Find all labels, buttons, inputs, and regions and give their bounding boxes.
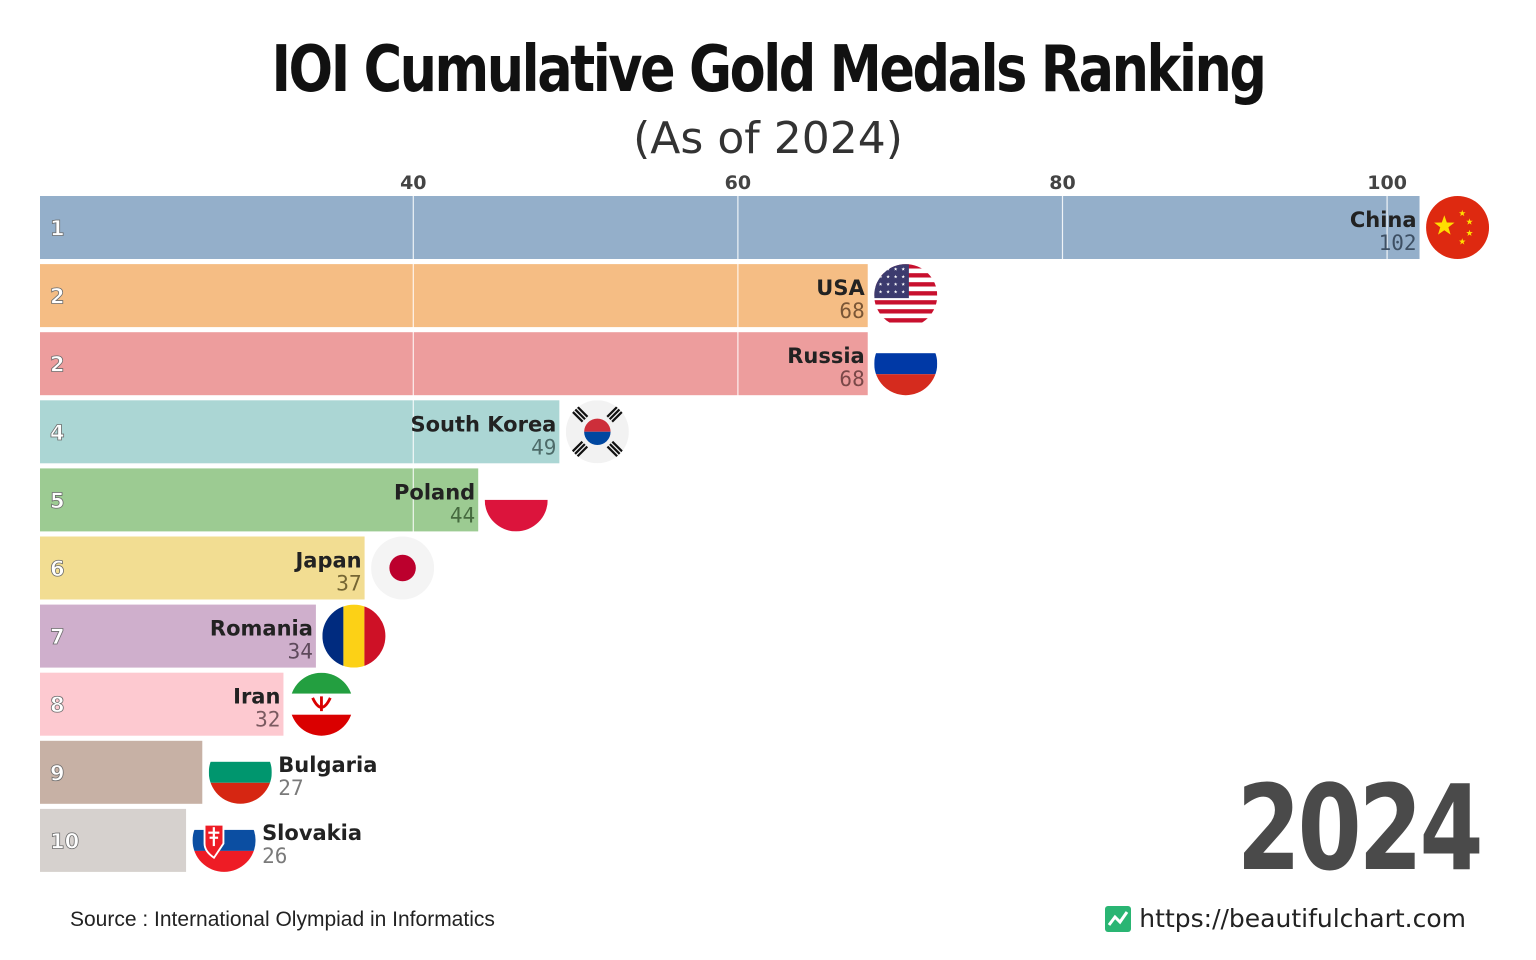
rank-label: 4 <box>50 421 65 445</box>
bar-usa <box>40 264 868 328</box>
brand-link[interactable]: https://beautifulchart.com <box>1105 904 1466 933</box>
country-label: Poland <box>394 480 475 504</box>
value-label: 27 <box>278 776 303 800</box>
source-text: Source : International Olympiad in Infor… <box>70 908 495 931</box>
japan-flag <box>371 536 435 600</box>
flags <box>192 196 1490 872</box>
rank-label: 6 <box>50 557 65 581</box>
rank-label: 2 <box>50 353 65 377</box>
rank-label: 2 <box>50 285 65 309</box>
rank-label: 1 <box>50 217 65 241</box>
country-label: China <box>1350 208 1417 232</box>
bar-iran <box>40 672 284 736</box>
bar-romania <box>40 604 316 668</box>
value-label: 49 <box>531 435 556 459</box>
bars <box>40 196 1420 872</box>
brand-url: https://beautifulchart.com <box>1139 904 1466 933</box>
chart-subtitle: (As of 2024) <box>633 113 903 164</box>
russia-flag <box>874 332 938 396</box>
x-tick-label: 40 <box>400 172 426 194</box>
china-flag <box>1426 196 1490 259</box>
rank-label: 8 <box>50 693 65 717</box>
country-label: Japan <box>293 549 361 573</box>
value-label: 34 <box>288 640 313 664</box>
bulgaria-flag <box>208 740 272 804</box>
value-label: 44 <box>450 503 475 527</box>
value-label: 26 <box>262 844 287 868</box>
year-label: 2024 <box>1236 759 1483 897</box>
bar-poland <box>40 468 479 532</box>
country-label: Russia <box>787 344 865 368</box>
country-label: Romania <box>210 617 313 641</box>
country-label: USA <box>816 276 865 300</box>
country-label: Slovakia <box>262 821 362 845</box>
x-tick-label: 60 <box>725 172 751 194</box>
rank-label: 10 <box>50 829 79 853</box>
chart-title: IOI Cumulative Gold Medals Ranking <box>271 33 1266 107</box>
south-korea-flag <box>565 400 629 464</box>
iran-flag <box>289 672 353 736</box>
bar-slovakia <box>40 808 187 872</box>
slovakia-flag <box>192 808 256 872</box>
country-label: Bulgaria <box>278 753 377 777</box>
bar-china <box>40 196 1420 259</box>
rank-label: 9 <box>50 761 65 785</box>
usa-flag <box>874 264 938 328</box>
rank-label: 7 <box>50 625 65 649</box>
x-tick-label: 100 <box>1367 172 1407 194</box>
value-label: 102 <box>1379 231 1417 255</box>
bar-japan <box>40 536 365 600</box>
rank-label: 5 <box>50 489 65 513</box>
value-label: 37 <box>336 572 361 596</box>
value-label: 32 <box>255 708 280 732</box>
bar-russia <box>40 332 868 396</box>
gridlines <box>412 196 1388 872</box>
x-tick-label: 80 <box>1049 172 1075 194</box>
chart-logo-icon <box>1105 905 1132 932</box>
country-label: Iran <box>233 685 280 709</box>
value-label: 68 <box>839 367 864 391</box>
poland-flag <box>484 468 548 532</box>
romania-flag <box>322 604 386 668</box>
x-axis: 40 60 80 100 <box>400 172 1407 194</box>
bar-bulgaria <box>40 740 203 804</box>
value-label: 68 <box>839 299 864 323</box>
country-label: South Korea <box>410 412 556 436</box>
bar-south-korea <box>40 400 560 464</box>
